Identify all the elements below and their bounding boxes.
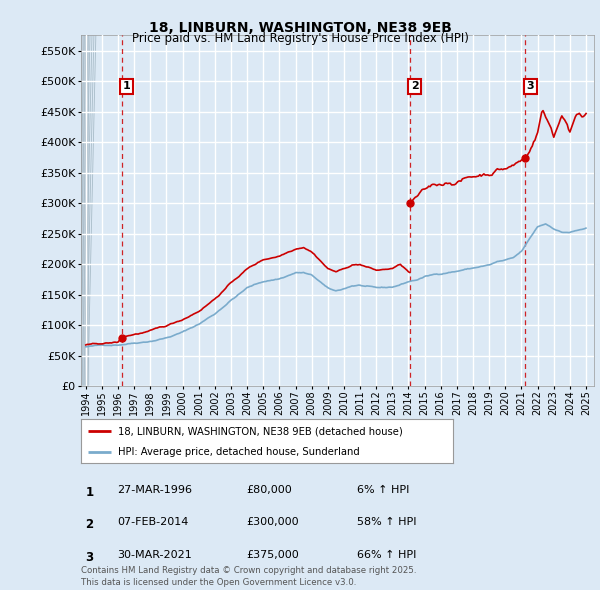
Text: 2: 2 [411,81,419,91]
Text: 27-MAR-1996: 27-MAR-1996 [117,485,192,495]
Text: 30-MAR-2021: 30-MAR-2021 [117,550,192,560]
Text: 58% ↑ HPI: 58% ↑ HPI [357,517,416,527]
Text: 18, LINBURN, WASHINGTON, NE38 9EB (detached house): 18, LINBURN, WASHINGTON, NE38 9EB (detac… [118,427,403,436]
Text: 1: 1 [123,81,131,91]
Text: £300,000: £300,000 [246,517,299,527]
Text: HPI: Average price, detached house, Sunderland: HPI: Average price, detached house, Sund… [118,447,360,457]
Text: 3: 3 [85,550,94,563]
Text: Price paid vs. HM Land Registry's House Price Index (HPI): Price paid vs. HM Land Registry's House … [131,32,469,45]
Text: £375,000: £375,000 [246,550,299,560]
Text: 3: 3 [526,81,534,91]
Text: 07-FEB-2014: 07-FEB-2014 [117,517,188,527]
Text: 6% ↑ HPI: 6% ↑ HPI [357,485,409,495]
Text: 66% ↑ HPI: 66% ↑ HPI [357,550,416,560]
Text: 18, LINBURN, WASHINGTON, NE38 9EB: 18, LINBURN, WASHINGTON, NE38 9EB [149,21,451,35]
Text: Contains HM Land Registry data © Crown copyright and database right 2025.
This d: Contains HM Land Registry data © Crown c… [81,566,416,587]
Text: 2: 2 [85,518,94,531]
Text: £80,000: £80,000 [246,485,292,495]
Text: 1: 1 [85,486,94,499]
